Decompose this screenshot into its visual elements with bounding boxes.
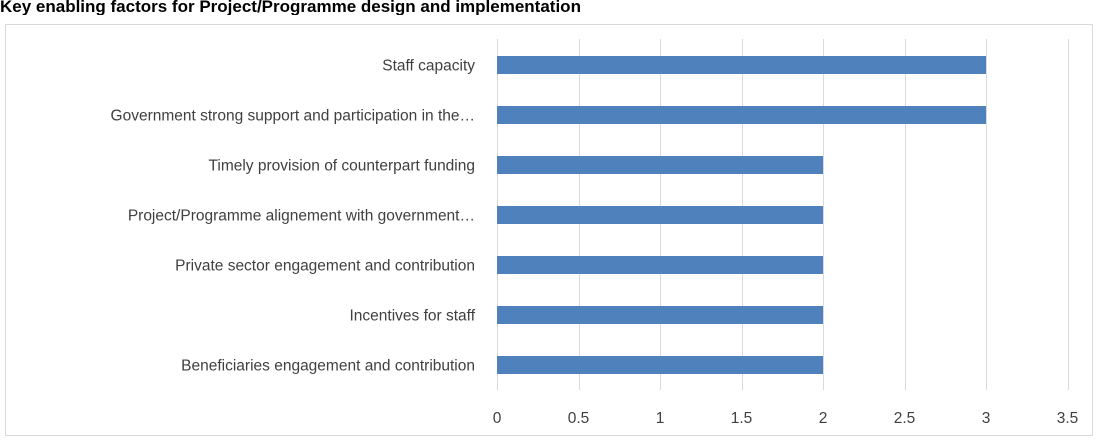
page-title: Key enabling factors for Project/Program… <box>0 0 581 15</box>
category-labels: Staff capacity Government strong support … <box>111 58 476 375</box>
bar <box>497 306 823 324</box>
x-tick-label: 3.5 <box>1057 410 1079 427</box>
category-label: Timely provision of counterpart funding <box>208 158 475 175</box>
category-label: Staff capacity <box>382 58 475 75</box>
bar <box>497 106 986 124</box>
bar <box>497 356 823 374</box>
bars <box>497 56 986 374</box>
x-tick-label: 1.5 <box>731 410 753 427</box>
x-tick-labels: 0 0.5 1 1.5 2 2.5 3 3.5 <box>493 410 1079 427</box>
category-label: Private sector engagement and contributi… <box>175 258 475 275</box>
x-tick-label: 2.5 <box>894 410 916 427</box>
x-tick-label: 0 <box>493 410 502 427</box>
category-label: Beneficiaries engagement and contributio… <box>181 358 475 375</box>
x-tick-label: 2 <box>819 410 828 427</box>
bar <box>497 156 823 174</box>
x-tick-label: 3 <box>982 410 991 427</box>
x-tick-label: 0.5 <box>568 410 590 427</box>
bar <box>497 206 823 224</box>
category-label: Government strong support and participat… <box>111 108 475 125</box>
bar <box>497 56 986 74</box>
category-label: Project/Programme alignement with govern… <box>128 208 475 225</box>
bar <box>497 256 823 274</box>
x-tick-label: 1 <box>656 410 665 427</box>
category-label: Incentives for staff <box>350 308 476 325</box>
